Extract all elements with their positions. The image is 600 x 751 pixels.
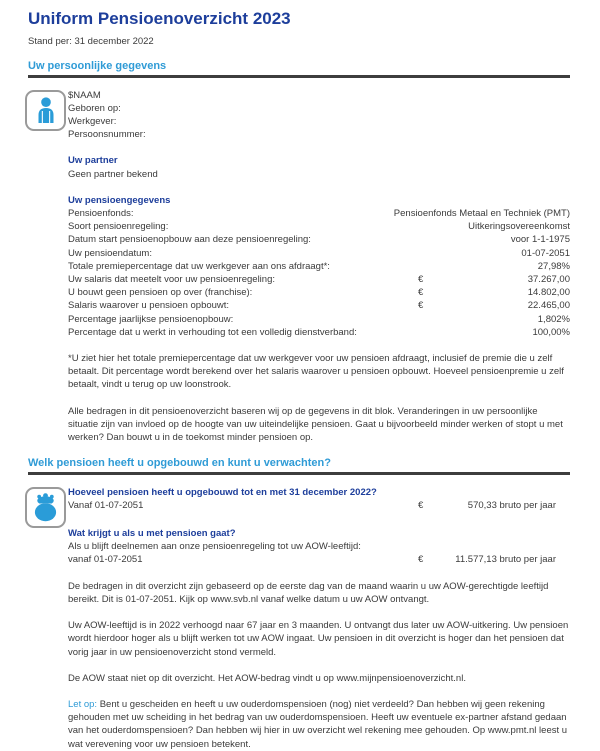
row-label: Uw salaris dat meetelt voor uw pensioenr… — [68, 273, 275, 285]
row-value: 37.267,00 — [527, 273, 570, 285]
page-title: Uniform Pensioenoverzicht 2023 — [28, 9, 291, 28]
retirement-question-heading: Wat krijgt u als u met pensioen gaat? — [68, 528, 236, 540]
premium-footnote: *U ziet hier het totale premiepercentage… — [68, 352, 564, 391]
letop-text: Bent u gescheiden en heeft u uw ouderdom… — [68, 698, 568, 750]
row-label: Salaris waarover u pensioen opbouwt: — [68, 300, 230, 312]
row-value: 570,33 bruto per jaar — [467, 499, 556, 511]
aow-not-included-paragraph: De AOW staat niet op dit overzicht. Het … — [68, 672, 466, 684]
partner-status: Geen partner bekend — [68, 168, 158, 180]
row-label: Totale premiepercentage dat uw werkgever… — [68, 260, 330, 272]
row-value: 1,802% — [537, 313, 570, 325]
retirement-intro: Als u blijft deelnemen aan onze pensioen… — [68, 541, 361, 553]
personal-data-block: $NAAM Geboren op: Werkgever: Persoonsnum… — [25, 89, 570, 445]
table-row: Percentage jaarlijkse pensioenopbouw: 1,… — [68, 313, 570, 326]
pension-details-heading: Uw pensioengegevens — [68, 194, 171, 206]
euro-sign — [380, 207, 394, 220]
euro-sign — [418, 247, 432, 260]
row-value: 14.802,00 — [527, 287, 570, 299]
partner-heading: Uw partner — [68, 155, 118, 167]
divorce-notice: Let op: Bent u gescheiden en heeft u uw … — [68, 698, 570, 751]
row-label: Percentage jaarlijkse pensioenopbouw: — [68, 313, 234, 325]
row-value: Pensioenfonds Metaal en Techniek (PMT) — [393, 207, 570, 219]
row-value: 01-07-2051 — [521, 247, 570, 259]
field-person-number: Persoonsnummer: — [68, 129, 146, 141]
row-value: Uitkeringsovereenkomst — [468, 221, 570, 233]
row-label: vanaf 01-07-2051 — [68, 554, 143, 566]
person-icon — [25, 89, 66, 131]
holder-name: $NAAM — [68, 89, 101, 101]
table-row: U bouwt geen pensioen op over (franchise… — [68, 286, 570, 299]
table-row: Uw salaris dat meetelt voor uw pensioenr… — [68, 273, 570, 286]
euro-sign: € — [418, 554, 424, 566]
row-value: voor 1-1-1975 — [510, 234, 570, 246]
accrued-question-heading: Hoeveel pensioen heeft u opgebouwd tot e… — [68, 486, 377, 498]
euro-sign: € — [418, 300, 424, 312]
row-label: Soort pensioenregeling: — [68, 221, 169, 233]
euro-sign: € — [418, 499, 424, 511]
row-label: U bouwt geen pensioen op over (franchise… — [68, 287, 253, 299]
field-employer: Werkgever: — [68, 115, 117, 127]
row-label: Pensioenfonds: — [68, 207, 134, 219]
euro-sign — [418, 313, 432, 326]
table-row: Pensioenfonds: Pensioenfonds Metaal en T… — [68, 207, 570, 220]
euro-sign: € — [418, 287, 424, 299]
section-personal-data-heading: Uw persoonlijke gegevens — [28, 60, 167, 72]
table-row: Percentage dat u werkt in verhouding tot… — [68, 326, 570, 339]
euro-sign — [418, 260, 432, 273]
table-row: Salaris waarover u pensioen opbouwt: € 2… — [68, 299, 570, 312]
data-basis-note: Alle bedragen in dit pensioenoverzicht b… — [68, 405, 563, 443]
row-value: 22.465,00 — [527, 300, 570, 312]
field-born-on: Geboren op: — [68, 102, 121, 114]
row-value: 11.577,13 bruto per jaar — [455, 554, 556, 566]
euro-sign — [418, 233, 432, 246]
euro-sign — [418, 220, 432, 233]
row-value: 100,00% — [532, 326, 570, 338]
statement-date: Stand per: 31 december 2022 — [28, 36, 154, 47]
expected-amount-row: vanaf 01-07-2051 € 11.577,13 bruto per j… — [68, 553, 570, 566]
euro-sign — [418, 326, 432, 339]
accrued-pension-block: Hoeveel pensioen heeft u opgebouwd tot e… — [25, 486, 570, 751]
aow-age-paragraph: Uw AOW-leeftijd is in 2022 verhoogd naar… — [68, 620, 569, 658]
section-divider — [28, 472, 570, 475]
letop-label: Let op: — [68, 698, 98, 710]
row-label: Uw pensioendatum: — [68, 247, 152, 259]
section-divider — [28, 75, 570, 78]
table-row: Uw pensioendatum: 01-07-2051 — [68, 247, 570, 260]
table-row: Totale premiepercentage dat uw werkgever… — [68, 260, 570, 273]
money-bag-icon — [25, 486, 66, 528]
table-row: Datum start pensioenopbouw aan deze pens… — [68, 233, 570, 246]
accrued-amount-row: Vanaf 01-07-2051 € 570,33 bruto per jaar — [68, 499, 570, 512]
aow-date-paragraph: De bedragen in dit overzicht zijn gebase… — [68, 580, 549, 605]
table-row: Soort pensioenregeling: Uitkeringsoveree… — [68, 220, 570, 233]
row-label: Datum start pensioenopbouw aan deze pens… — [68, 234, 311, 246]
row-label: Vanaf 01-07-2051 — [68, 499, 144, 511]
row-value: 27,98% — [537, 260, 570, 272]
row-label: Percentage dat u werkt in verhouding tot… — [68, 326, 357, 338]
section-accrued-pension-heading: Welk pensioen heeft u opgebouwd en kunt … — [28, 457, 331, 470]
euro-sign: € — [418, 273, 424, 285]
